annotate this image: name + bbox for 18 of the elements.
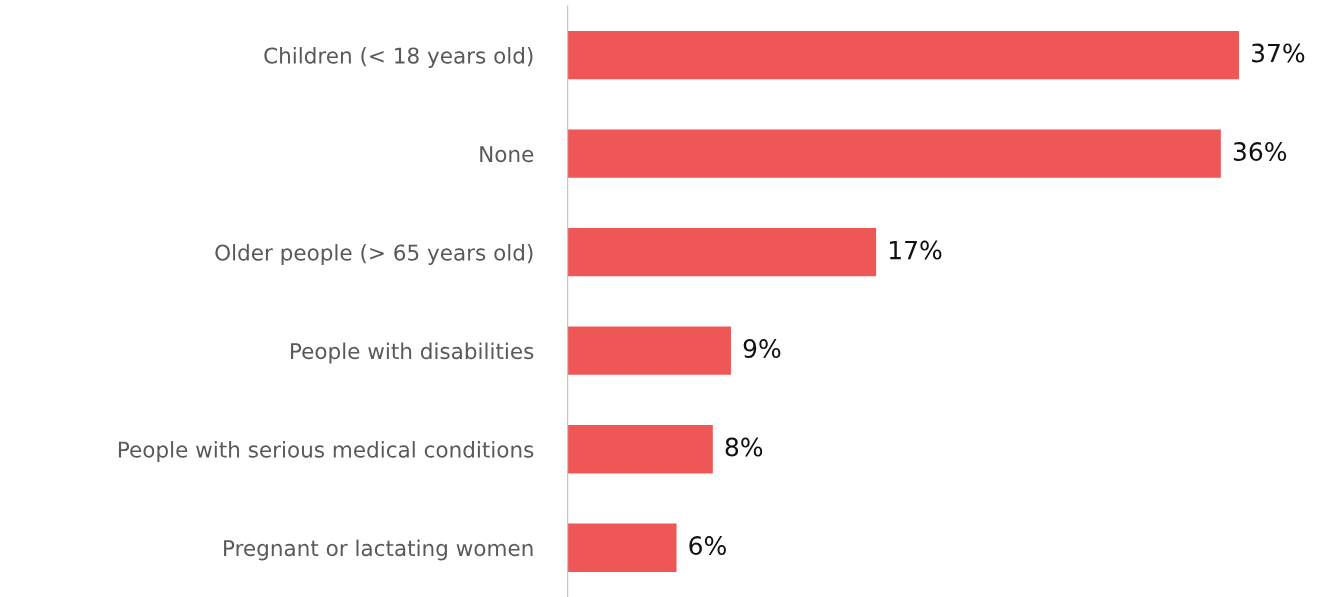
data-label: 9%	[743, 339, 781, 358]
data-label: 17%	[889, 240, 942, 260]
bar	[567, 228, 877, 277]
bar	[567, 326, 731, 375]
data-label: 8%	[725, 437, 763, 457]
y-tick-label: Pregnant or lactating women	[224, 539, 533, 561]
data-label: 6%	[689, 536, 726, 555]
bar	[567, 425, 713, 474]
y-tick-label: People with serious medical conditions	[118, 441, 534, 462]
y-tick-label: People with disabilities	[291, 342, 534, 364]
y-tick-label: Children (< 18 years old)	[264, 47, 533, 68]
bar	[567, 31, 1239, 80]
y-tick-label: None	[480, 146, 534, 163]
bar	[567, 523, 677, 572]
data-label: 36%	[1233, 142, 1287, 161]
data-label: 37%	[1252, 43, 1305, 63]
bar	[567, 129, 1221, 178]
y-tick-label: Older people (> 65 years old)	[215, 244, 533, 265]
